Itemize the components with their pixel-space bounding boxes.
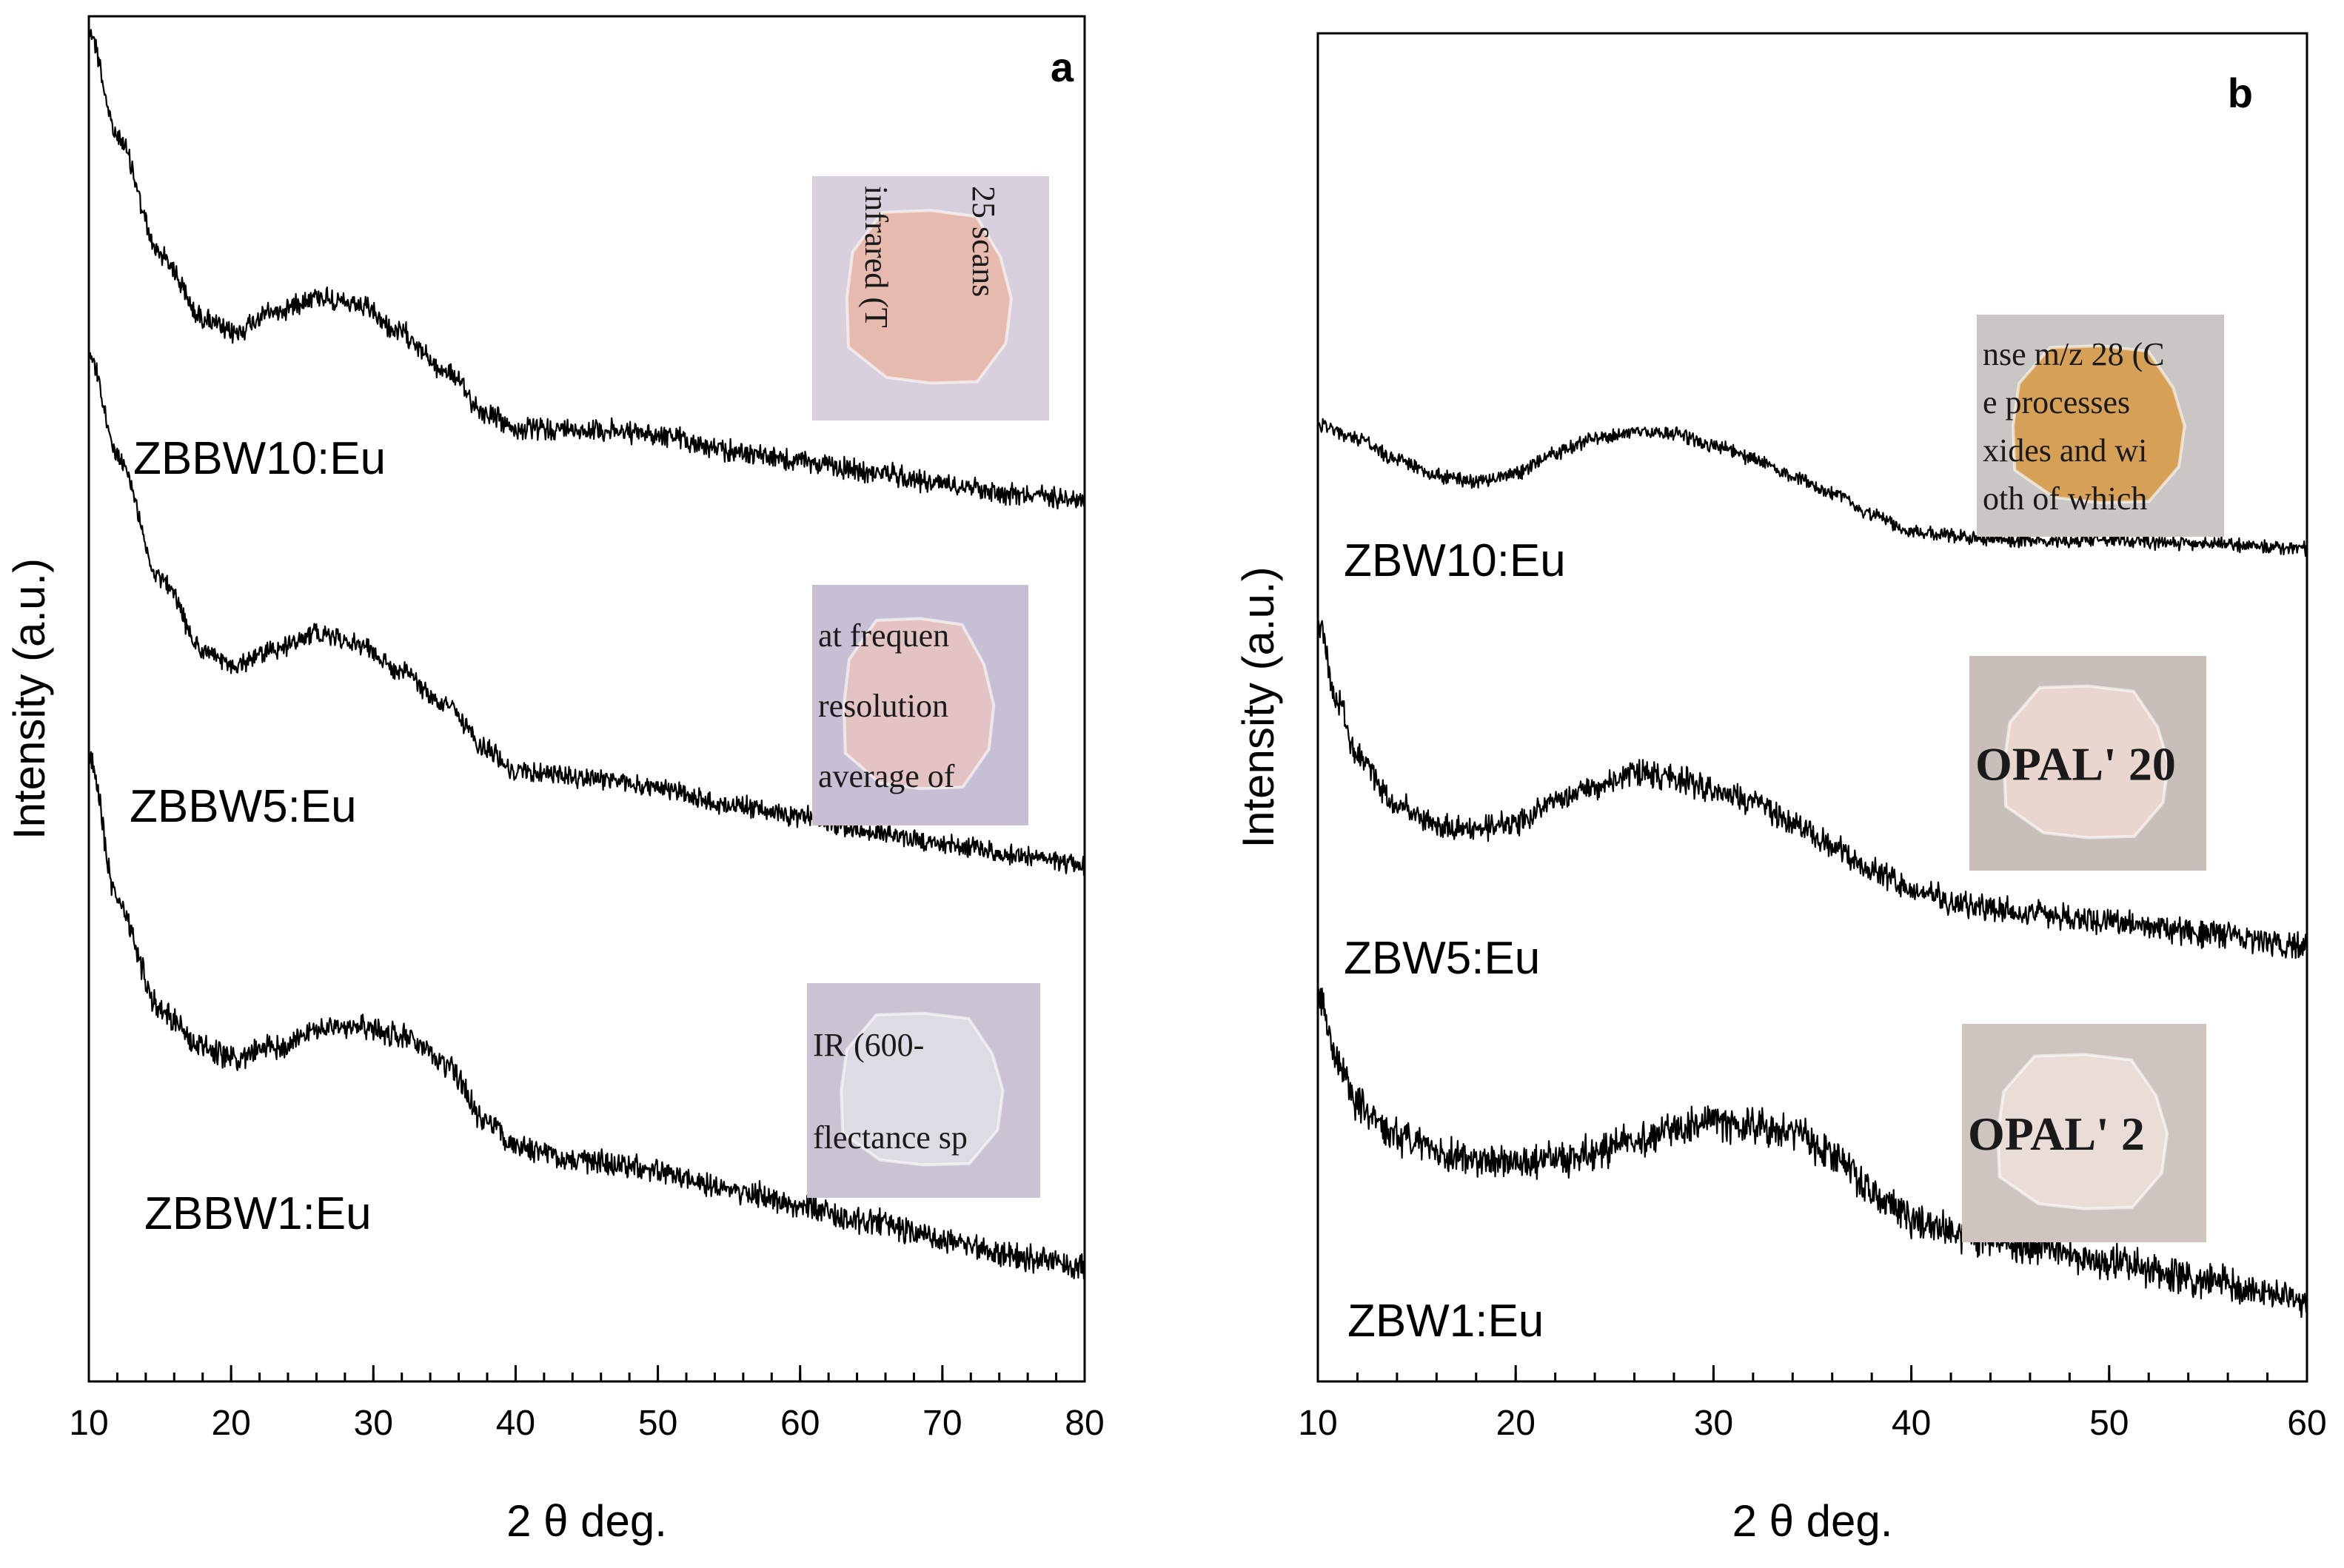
inset-text-line: xides and wi: [1983, 432, 2147, 469]
plot-frame: [1316, 32, 2308, 1383]
x-tick-label: 10: [1298, 1404, 1337, 1443]
x-tick-label: 20: [1496, 1404, 1536, 1443]
inset-printed-text: OPAL' 2: [1968, 1108, 2145, 1160]
panel-b: 10 20 30 40 50 60 2 θ deg. Intensity (a.u.) b ZBW…: [1233, 32, 2327, 1546]
x-tick-label: 80: [1065, 1404, 1104, 1443]
x-tick-label: 20: [211, 1404, 250, 1443]
y-axis-label: Intensity (a.u.): [4, 558, 54, 840]
x-axis-label: 2 θ deg.: [506, 1496, 667, 1546]
inset-text-line: infrared (T: [858, 186, 894, 328]
glass-sample: [840, 1011, 1005, 1167]
glass-sample: [2002, 684, 2170, 840]
inset-printed-text: IR (600- flectance sp: [813, 1027, 968, 1156]
glass-sample: [2011, 344, 2186, 505]
glass-sample: [1996, 1053, 2169, 1210]
sample-photo-inset: 25 scans infrared (T: [812, 176, 1049, 421]
sample-photo-inset: OPAL' 20: [1969, 656, 2206, 871]
xrd-trace-zbbw1-eu: [87, 751, 1086, 1280]
series-label: ZBBW1:Eu: [144, 1188, 372, 1239]
x-tick-label: 10: [69, 1404, 108, 1443]
inset-text-line: flectance sp: [813, 1119, 968, 1156]
series-label: ZBW10:Eu: [1344, 535, 1566, 586]
y-axis-label: Intensity (a.u.): [1233, 566, 1283, 848]
x-tick-label: 40: [496, 1404, 535, 1443]
x-tick-label: 30: [1694, 1404, 1733, 1443]
inset-printed-text: 25 scans infrared (T: [858, 186, 1002, 328]
inset-text-line: 25 scans: [965, 186, 1002, 297]
x-tick-label: 50: [2089, 1404, 2129, 1443]
series-label: ZBBW5:Eu: [130, 781, 357, 832]
x-tick-label: 70: [922, 1404, 962, 1443]
sample-photo-inset: IR (600- flectance sp: [807, 983, 1040, 1198]
inset-text-line: average of: [818, 758, 955, 794]
sample-photo-inset: at frequen resolution average of: [812, 585, 1028, 825]
panel-letter: b: [2228, 70, 2253, 116]
xrd-trace-zbw10-eu: [1316, 418, 2308, 557]
x-tick-label: 40: [1892, 1404, 1931, 1443]
inset-printed-text: nse m/z 28 (C e processes xides and wi oth …: [1983, 336, 2165, 517]
x-tick-label: 50: [638, 1404, 677, 1443]
inset-text-line: oth of which: [1983, 480, 2147, 517]
xrd-trace-zbw5-eu: [1316, 620, 2308, 959]
inset-text-line: OPAL' 20: [1975, 737, 2176, 790]
x-tick-label: 60: [2287, 1404, 2326, 1443]
xrd-trace-zbw1-eu: [1316, 988, 2308, 1319]
inset-text-line: resolution: [818, 688, 948, 724]
sample-photo-inset: nse m/z 28 (C e processes xides and wi oth …: [1977, 315, 2224, 537]
xrd-trace-zbbw10-eu: [87, 29, 1086, 510]
inset-text-line: OPAL' 2: [1968, 1108, 2145, 1160]
glass-sample: [845, 209, 1013, 385]
plot-frame: [87, 15, 1086, 1383]
panel-a: 10 20 30 40 50 60 70 80 2 θ deg. Intensity (a.u.)…: [4, 15, 1105, 1546]
series-label: ZBBW10:Eu: [133, 433, 386, 484]
inset-text-line: e processes: [1983, 384, 2130, 421]
inset-text-line: at frequen: [818, 617, 949, 654]
x-axis-label: 2 θ deg.: [1732, 1496, 1893, 1546]
series-label: ZBW5:Eu: [1344, 933, 1540, 984]
xrd-trace-zbbw5-eu: [87, 352, 1086, 877]
panel-letter: a: [1051, 44, 1074, 90]
inset-printed-text: at frequen resolution average of: [818, 617, 955, 794]
glass-sample: [842, 617, 996, 791]
inset-printed-text: OPAL' 20: [1975, 737, 2176, 790]
inset-text-line: IR (600-: [813, 1027, 924, 1063]
x-tick-label: 30: [354, 1404, 393, 1443]
x-tick-label: 60: [780, 1404, 820, 1443]
series-label: ZBW1:Eu: [1347, 1296, 1544, 1347]
inset-text-line: nse m/z 28 (C: [1983, 336, 2165, 372]
sample-photo-inset: OPAL' 2: [1962, 1024, 2206, 1242]
